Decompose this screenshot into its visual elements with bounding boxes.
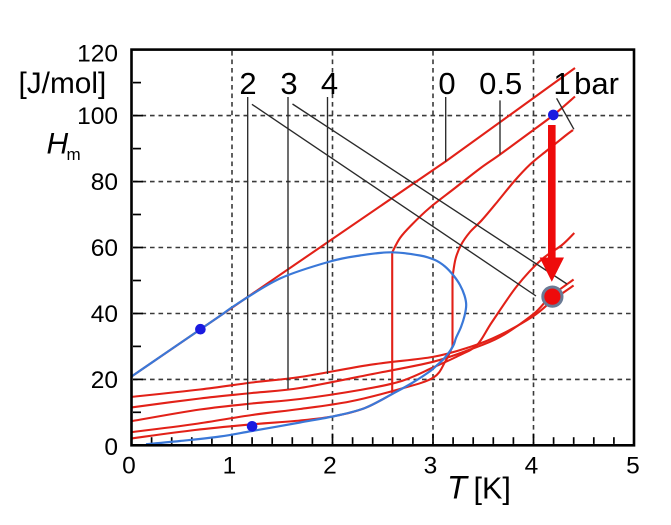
svg-text:T: T xyxy=(447,469,469,505)
svg-text:4: 4 xyxy=(321,66,338,101)
svg-text:bar: bar xyxy=(574,66,619,101)
svg-text:m: m xyxy=(67,145,81,164)
svg-text:1: 1 xyxy=(223,453,237,480)
svg-text:5: 5 xyxy=(626,453,640,480)
svg-text:60: 60 xyxy=(91,235,118,262)
svg-text:120: 120 xyxy=(77,41,118,68)
svg-text:0: 0 xyxy=(438,66,455,101)
svg-text:H: H xyxy=(47,128,69,161)
svg-text:20: 20 xyxy=(91,367,118,394)
svg-text:0: 0 xyxy=(104,434,118,461)
svg-text:2: 2 xyxy=(239,66,256,101)
svg-text:4: 4 xyxy=(525,453,539,480)
svg-text:2: 2 xyxy=(323,453,337,480)
svg-text:100: 100 xyxy=(77,103,118,130)
svg-text:3: 3 xyxy=(424,453,438,480)
svg-text:0.5: 0.5 xyxy=(479,66,522,101)
svg-text:40: 40 xyxy=(91,301,118,328)
svg-text:3: 3 xyxy=(280,66,297,101)
svg-text:[J/mol]: [J/mol] xyxy=(19,67,107,100)
svg-text:[K]: [K] xyxy=(474,471,511,505)
svg-text:80: 80 xyxy=(91,169,118,196)
svg-text:0: 0 xyxy=(122,453,136,480)
svg-text:1: 1 xyxy=(553,66,570,101)
